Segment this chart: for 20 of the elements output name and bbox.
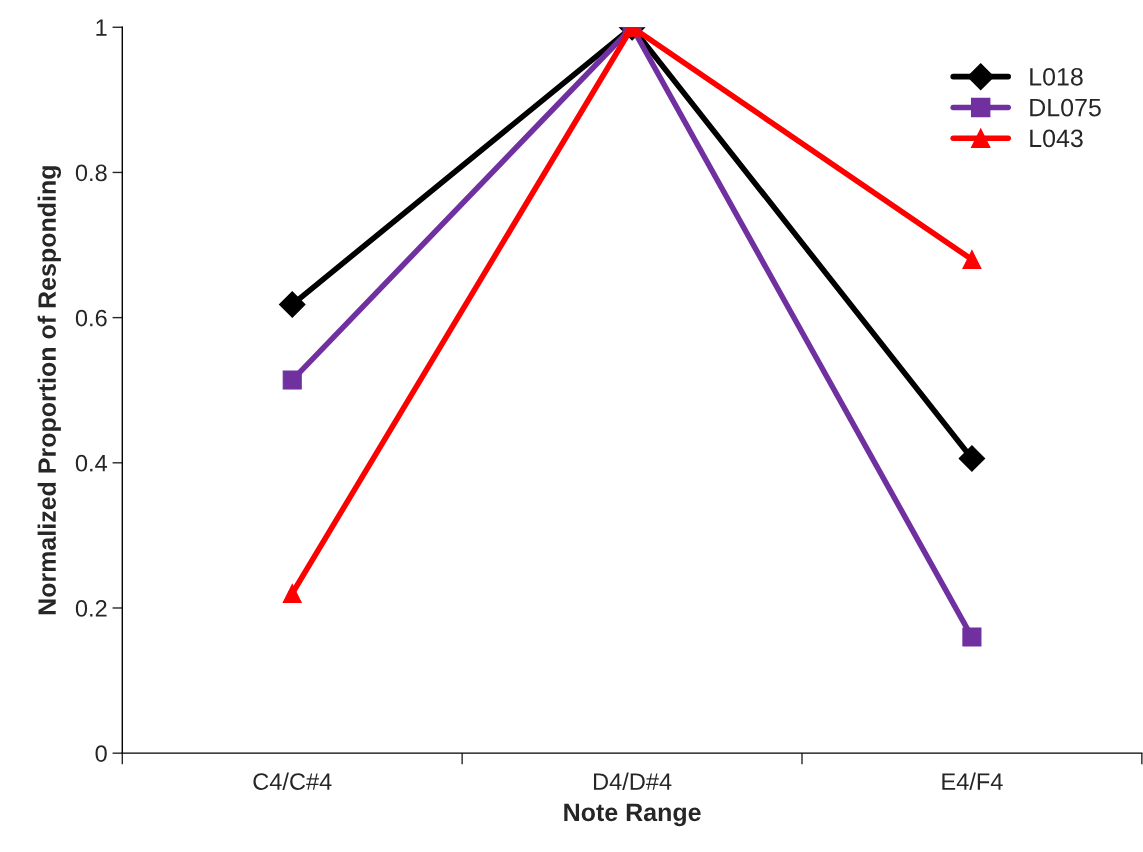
point <box>958 445 986 472</box>
y-tick-label: 1 <box>96 19 107 36</box>
legend-label: L043 <box>1030 129 1083 148</box>
point <box>962 627 982 647</box>
point <box>282 583 302 604</box>
y-axis-title: Normalized Proportion of Responding <box>37 166 62 615</box>
x-tick-label: C4/C#4 <box>253 772 332 790</box>
y-tick-label: 0.2 <box>75 600 107 617</box>
y-tick-label: 0.8 <box>75 164 107 182</box>
x-tick-label: D4/D#4 <box>593 772 672 790</box>
y-tick-label: 0.6 <box>75 309 107 327</box>
y-tick-label: 0.4 <box>75 454 108 472</box>
point <box>282 370 302 390</box>
x-axis-title: Note Range <box>564 803 701 827</box>
legend-label: DL075 <box>1030 98 1101 117</box>
y-tick-label: 0 <box>95 745 107 762</box>
legend-label: L018 <box>1030 67 1083 86</box>
x-tick-label: E4/F4 <box>942 772 1003 790</box>
point <box>278 291 306 318</box>
point <box>962 250 982 270</box>
